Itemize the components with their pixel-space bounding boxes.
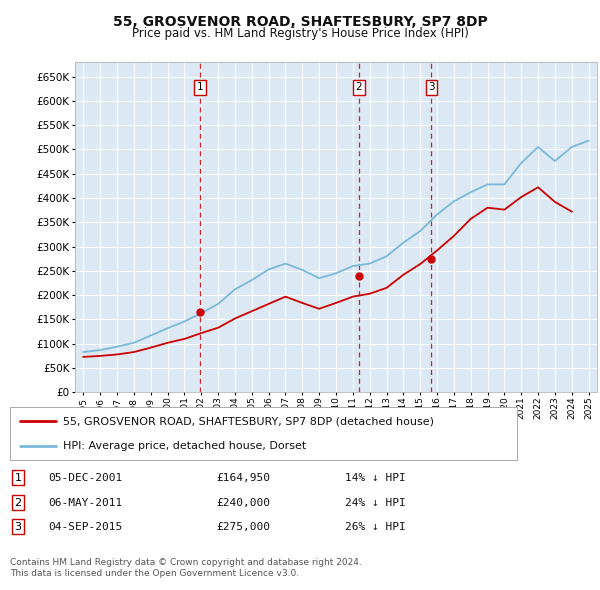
Text: HPI: Average price, detached house, Dorset: HPI: Average price, detached house, Dors… bbox=[64, 441, 307, 451]
Text: £240,000: £240,000 bbox=[216, 498, 270, 507]
Text: This data is licensed under the Open Government Licence v3.0.: This data is licensed under the Open Gov… bbox=[10, 569, 299, 578]
Text: Price paid vs. HM Land Registry's House Price Index (HPI): Price paid vs. HM Land Registry's House … bbox=[131, 27, 469, 40]
Text: 3: 3 bbox=[14, 522, 22, 532]
Text: 04-SEP-2015: 04-SEP-2015 bbox=[48, 522, 122, 532]
Text: 2: 2 bbox=[355, 82, 362, 92]
Text: 05-DEC-2001: 05-DEC-2001 bbox=[48, 473, 122, 483]
Text: Contains HM Land Registry data © Crown copyright and database right 2024.: Contains HM Land Registry data © Crown c… bbox=[10, 558, 362, 566]
Text: 3: 3 bbox=[428, 82, 435, 92]
Text: 1: 1 bbox=[14, 473, 22, 483]
Text: 14% ↓ HPI: 14% ↓ HPI bbox=[345, 473, 406, 483]
Text: 06-MAY-2011: 06-MAY-2011 bbox=[48, 498, 122, 507]
Text: 26% ↓ HPI: 26% ↓ HPI bbox=[345, 522, 406, 532]
Text: 2: 2 bbox=[14, 498, 22, 507]
Text: £275,000: £275,000 bbox=[216, 522, 270, 532]
Text: £164,950: £164,950 bbox=[216, 473, 270, 483]
Text: 55, GROSVENOR ROAD, SHAFTESBURY, SP7 8DP: 55, GROSVENOR ROAD, SHAFTESBURY, SP7 8DP bbox=[113, 15, 487, 29]
Text: 24% ↓ HPI: 24% ↓ HPI bbox=[345, 498, 406, 507]
Text: 55, GROSVENOR ROAD, SHAFTESBURY, SP7 8DP (detached house): 55, GROSVENOR ROAD, SHAFTESBURY, SP7 8DP… bbox=[64, 417, 434, 427]
Text: 1: 1 bbox=[197, 82, 203, 92]
